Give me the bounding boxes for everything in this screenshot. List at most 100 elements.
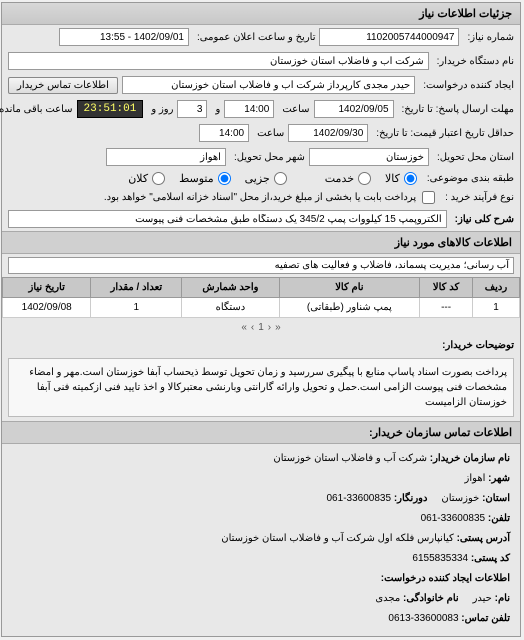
row-validity: حداقل تاریخ اعتبار قیمت: تا تاریخ: ساعت bbox=[3, 121, 521, 145]
phone-label: تلفن: bbox=[489, 513, 511, 524]
category-field: آب رسانی؛ مدیریت پسماند، فاضلاب و فعالیت… bbox=[9, 257, 515, 274]
deadline-time-field[interactable] bbox=[225, 100, 275, 118]
postal-value: 6155835334 bbox=[413, 553, 469, 564]
pager-last[interactable]: » bbox=[242, 322, 248, 333]
org-value: شرکت آب و فاضلاب استان خوزستان bbox=[274, 453, 428, 464]
announce-date-label: تاریخ و ساعت اعلان عمومی: bbox=[194, 32, 317, 43]
requester-field[interactable] bbox=[123, 76, 416, 94]
th-code: کد کالا bbox=[421, 278, 474, 298]
row-requester: ایجاد کننده درخواست: اطلاعات تماس خریدار bbox=[3, 73, 521, 97]
pager-prev[interactable]: ‹ bbox=[269, 322, 272, 333]
pager-first[interactable]: « bbox=[276, 322, 282, 333]
request-num-label: شماره نیاز: bbox=[464, 32, 515, 43]
cell-date: 1402/09/08 bbox=[4, 298, 92, 318]
row-deadline: مهلت ارسال پاسخ: تا تاریخ: ساعت و روز و … bbox=[3, 97, 521, 121]
validity-date-field[interactable] bbox=[289, 124, 369, 142]
pager-next[interactable]: › bbox=[252, 322, 255, 333]
days-label: روز و bbox=[148, 104, 174, 115]
row-category: آب رسانی؛ مدیریت پسماند، فاضلاب و فعالیت… bbox=[3, 254, 521, 277]
address-value: کیانپارس فلکه اول شرکت آب و فاضلاب استان… bbox=[222, 533, 455, 544]
th-qty: تعداد / مقدار bbox=[92, 278, 183, 298]
validity-label: حداقل تاریخ اعتبار قیمت: تا تاریخ: bbox=[373, 128, 515, 139]
row-main-desc: شرح کلی نیاز: bbox=[3, 207, 521, 231]
th-row: ردیف bbox=[473, 278, 520, 298]
row-request-number: شماره نیاز: تاریخ و ساعت اعلان عمومی: bbox=[3, 25, 521, 49]
goods-section-title: اطلاعات کالاهای مورد نیاز bbox=[3, 231, 521, 254]
deadline-label: مهلت ارسال پاسخ: تا تاریخ: bbox=[399, 104, 515, 115]
city-label: شهر محل تحویل: bbox=[231, 152, 306, 163]
contact-city-value: اهواز bbox=[466, 473, 487, 484]
request-num-field[interactable] bbox=[320, 28, 460, 46]
and-label: و bbox=[212, 104, 221, 115]
notes-label: توضیحات خریدار: bbox=[439, 340, 515, 351]
row-buyer-org: نام دستگاه خریدار: bbox=[3, 49, 521, 73]
notes-text: پرداخت بصورت اسناد پاساپ منابع با پیگیری… bbox=[9, 358, 515, 417]
family-value: مجدی bbox=[376, 593, 401, 604]
phone-value: 33600835-061 bbox=[422, 513, 487, 524]
location-label: استان محل تحویل: bbox=[434, 152, 515, 163]
countdown-timer: 23:51:01 bbox=[78, 100, 145, 118]
name-value: حیدر bbox=[474, 593, 493, 604]
postal-label: کد پستی: bbox=[472, 553, 511, 564]
subject-class-label: طبقه بندی موضوعی: bbox=[424, 173, 515, 184]
buyer-org-label: نام دستگاه خریدار: bbox=[434, 56, 515, 67]
cell-code: --- bbox=[421, 298, 474, 318]
contact-city-label: شهر: bbox=[489, 473, 511, 484]
main-panel: جزئیات اطلاعات نیاز شماره نیاز: تاریخ و … bbox=[2, 2, 522, 637]
table-header-row: ردیف کد کالا نام کالا واحد شمارش تعداد /… bbox=[4, 278, 521, 298]
payment-note: پرداخت بابت یا بخشی از مبلغ خرید،از محل … bbox=[101, 192, 417, 203]
row-notes: توضیحات خریدار: bbox=[3, 337, 521, 354]
contact-province-value: خوزستان bbox=[442, 493, 480, 504]
fax-label: دورنگار: bbox=[395, 493, 429, 504]
row-location: استان محل تحویل: شهر محل تحویل: bbox=[3, 145, 521, 169]
contact-province-label: استان: bbox=[483, 493, 511, 504]
buyer-org-field[interactable] bbox=[9, 52, 430, 70]
contact-section-title: اطلاعات تماس سازمان خریدار: bbox=[3, 421, 521, 444]
family-label: نام خانوادگی: bbox=[404, 593, 460, 604]
city-field[interactable] bbox=[107, 148, 227, 166]
payment-checkbox[interactable] bbox=[423, 191, 436, 204]
table-row[interactable]: 1 --- پمپ شناور (طبقاتی) دستگاه 1 1402/0… bbox=[4, 298, 521, 318]
th-date: تاریخ نیاز bbox=[4, 278, 92, 298]
name-label: نام: bbox=[496, 593, 511, 604]
deadline-date-field[interactable] bbox=[315, 100, 395, 118]
pager-page[interactable]: 1 bbox=[259, 322, 265, 333]
row-process-type: نوع فرآیند خرید : پرداخت بابت یا بخشی از… bbox=[3, 188, 521, 207]
deadline-time-label: ساعت bbox=[279, 104, 310, 115]
radio-all[interactable] bbox=[153, 172, 166, 185]
radio-partial-label: جزیی bbox=[246, 172, 271, 185]
cell-qty: 1 bbox=[92, 298, 183, 318]
days-remaining-field bbox=[178, 100, 208, 118]
requester-label: ایجاد کننده درخواست: bbox=[420, 80, 515, 91]
fax-value: 33600835-061 bbox=[328, 493, 393, 504]
radio-service-label: خدمت bbox=[326, 172, 355, 185]
radio-goods[interactable] bbox=[405, 172, 418, 185]
panel-title: جزئیات اطلاعات نیاز bbox=[3, 3, 521, 25]
goods-table: ردیف کد کالا نام کالا واحد شمارش تعداد /… bbox=[3, 277, 521, 318]
row-subject-class: طبقه بندی موضوعی: کالا خدمت جزیی متوسط ک… bbox=[3, 169, 521, 188]
radio-all-label: کلان bbox=[129, 172, 149, 185]
announce-date-field[interactable] bbox=[60, 28, 190, 46]
cell-name: پمپ شناور (طبقاتی) bbox=[280, 298, 421, 318]
validity-time-label: ساعت bbox=[254, 128, 285, 139]
org-label: نام سازمان خریدار: bbox=[431, 453, 511, 464]
province-field[interactable] bbox=[310, 148, 430, 166]
tel-label: تلفن تماس: bbox=[462, 613, 511, 624]
radio-service[interactable] bbox=[359, 172, 372, 185]
radio-medium[interactable] bbox=[219, 172, 232, 185]
th-name: نام کالا bbox=[280, 278, 421, 298]
main-desc-field[interactable] bbox=[9, 210, 448, 228]
main-desc-label: شرح کلی نیاز: bbox=[452, 214, 515, 225]
cell-row: 1 bbox=[473, 298, 520, 318]
pager: « ‹ 1 › » bbox=[3, 318, 521, 337]
creator-section-label: اطلاعات ایجاد کننده درخواست: bbox=[382, 573, 511, 584]
contact-section: نام سازمان خریدار: شرکت آب و فاضلاب استا… bbox=[3, 444, 521, 636]
radio-partial[interactable] bbox=[275, 172, 288, 185]
validity-time-field[interactable] bbox=[200, 124, 250, 142]
tel-value: 33600083-0613 bbox=[389, 613, 459, 624]
radio-medium-label: متوسط bbox=[180, 172, 215, 185]
contact-buyer-button[interactable]: اطلاعات تماس خریدار bbox=[9, 77, 119, 94]
timer-suffix: ساعت باقی مانده bbox=[0, 104, 74, 115]
th-unit: واحد شمارش bbox=[183, 278, 280, 298]
address-label: آدرس پستی: bbox=[458, 533, 511, 544]
